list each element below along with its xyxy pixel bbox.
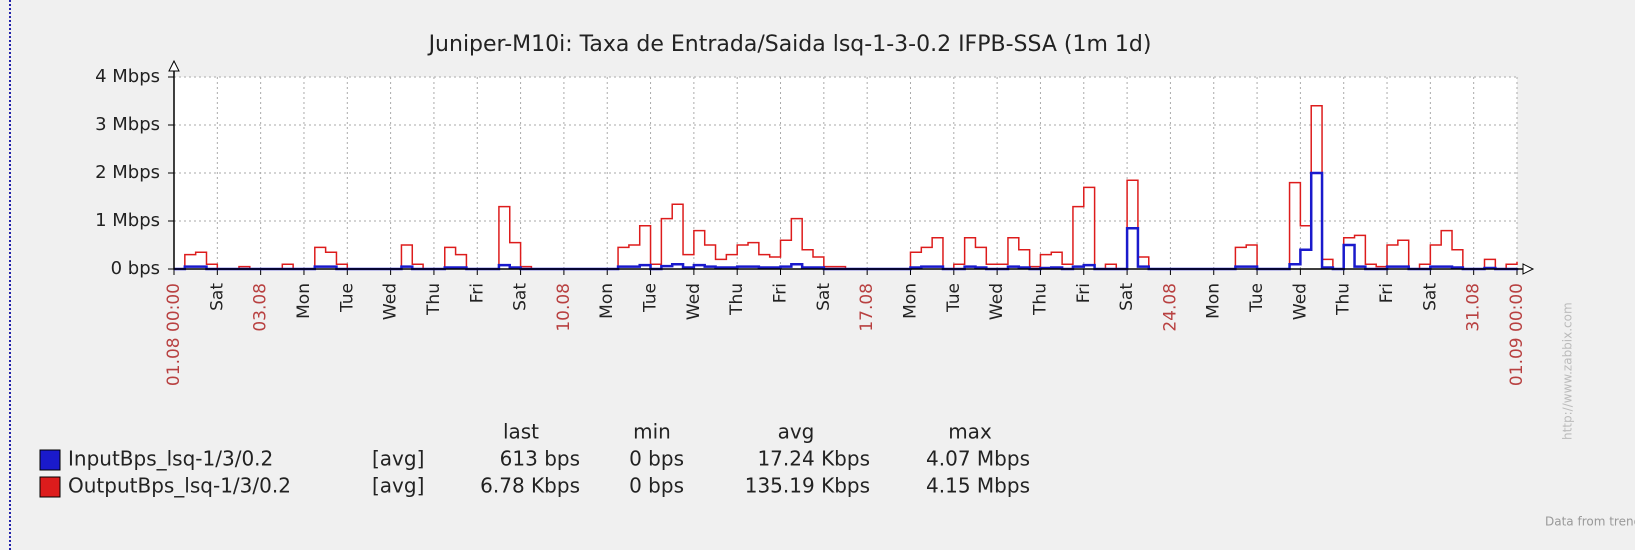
footer: Data from trends. Generated in 0.20 sec — [1545, 515, 1635, 529]
chart-title: Juniper-M10i: Taxa de Entrada/Saida lsq-… — [427, 32, 1152, 57]
x-tick-label: Tue — [641, 283, 661, 313]
legend-func: [avg] — [372, 474, 424, 498]
legend-column-header: max — [948, 420, 992, 444]
legend-column-header: last — [503, 420, 539, 444]
x-tick-label: Fri — [771, 283, 791, 303]
legend-stat: 4.07 Mbps — [926, 447, 1030, 471]
legend-swatch — [39, 476, 61, 498]
y-tick-label: 1 Mbps — [95, 210, 160, 231]
legend-label: InputBps_lsq-1/3/0.2 — [68, 447, 273, 471]
x-tick-label: Thu — [424, 283, 444, 316]
x-tick-label: Sat — [207, 283, 227, 311]
x-tick-label: Wed — [1290, 283, 1310, 320]
legend-func: [avg] — [372, 447, 424, 471]
axis-arrow — [1522, 263, 1535, 275]
x-tick-label-major: 03.08 — [251, 283, 271, 332]
x-tick-label: Sat — [511, 283, 531, 311]
legend-swatch — [39, 449, 61, 471]
watermark: http://www.zabbix.com — [1561, 302, 1575, 440]
x-tick-label-major: 01.08 00:00 — [164, 283, 184, 386]
x-tick-label-major: 24.08 — [1160, 283, 1180, 332]
x-tick-label: Sat — [1117, 283, 1137, 311]
x-tick-label: Tue — [337, 283, 357, 313]
x-tick-label: Mon — [900, 283, 920, 319]
x-tick-label: Mon — [597, 283, 617, 319]
x-tick-label: Fri — [1074, 283, 1094, 303]
x-tick-label: Thu — [1030, 283, 1050, 316]
x-tick-label-major: 01.09 00:00 — [1507, 283, 1527, 386]
x-tick-label: Fri — [467, 283, 487, 303]
x-tick-label: Fri — [1377, 283, 1397, 303]
y-tick-label: 0 bps — [111, 258, 160, 279]
legend-stat: 0 bps — [629, 474, 684, 498]
axes — [173, 63, 1531, 270]
x-tick-label: Tue — [944, 283, 964, 313]
x-tick-label: Mon — [1204, 283, 1224, 319]
legend-stat: 4.15 Mbps — [926, 474, 1030, 498]
legend-stat: 0 bps — [629, 447, 684, 471]
x-tick-label-major: 10.08 — [554, 283, 574, 332]
x-tick-label: Thu — [727, 283, 747, 316]
y-tick-label: 4 Mbps — [95, 66, 160, 87]
legend-stat: 17.24 Kbps — [757, 447, 870, 471]
legend-stat: 613 bps — [500, 447, 580, 471]
legend-label: OutputBps_lsq-1/3/0.2 — [68, 474, 291, 498]
x-tick-label-major: 17.08 — [857, 283, 877, 332]
legend-stat: 6.78 Kbps — [480, 474, 580, 498]
x-tick-label: Wed — [987, 283, 1007, 320]
x-tick-label: Mon — [294, 283, 314, 319]
legend-column-header: avg — [778, 420, 815, 444]
axis-arrow — [168, 59, 180, 72]
y-tick-label: 2 Mbps — [95, 162, 160, 183]
x-tick-label: Sat — [1420, 283, 1440, 311]
x-tick-label: Thu — [1334, 283, 1354, 316]
y-tick-label: 3 Mbps — [95, 114, 160, 135]
legend-column-header: min — [633, 420, 671, 444]
legend-stat: 135.19 Kbps — [745, 474, 870, 498]
x-tick-label: Wed — [381, 283, 401, 320]
x-tick-label: Tue — [1247, 283, 1267, 313]
x-tick-label-major: 31.08 — [1464, 283, 1484, 332]
x-tick-label: Wed — [684, 283, 704, 320]
x-tick-label: Sat — [814, 283, 834, 311]
